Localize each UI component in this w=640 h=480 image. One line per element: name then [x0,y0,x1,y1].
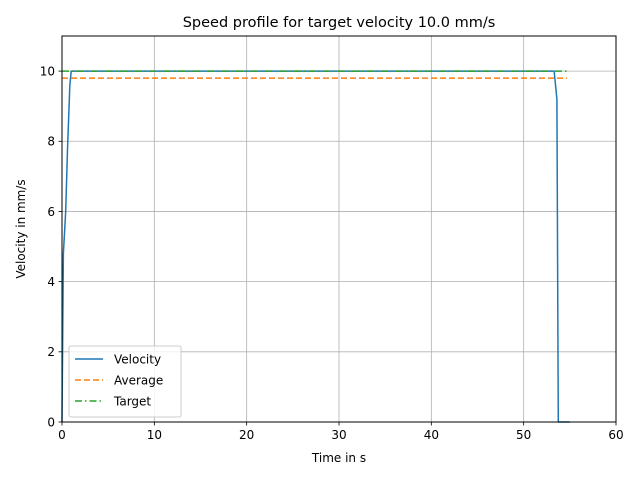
x-tick-label: 50 [516,428,531,442]
y-tick-label: 8 [47,135,55,149]
y-tick-label: 0 [47,415,55,429]
y-tick-label: 4 [47,275,55,289]
legend: Velocity Average Target [68,345,182,418]
y-tick-label: 2 [47,345,55,359]
series-line-velocity [61,70,570,423]
x-tick-label: 20 [239,428,254,442]
x-tick-label: 40 [424,428,439,442]
legend-label-average: Average [114,373,163,387]
y-tick-label: 10 [40,64,55,78]
x-axis-label: Time in s [311,451,366,465]
ticks: 0 10 20 30 40 50 60 0 2 4 6 8 10 [40,64,624,442]
legend-box [68,345,182,418]
x-tick-label: 0 [58,428,66,442]
y-tick-label: 6 [47,205,55,219]
x-tick-label: 60 [608,428,623,442]
x-tick-label: 10 [147,428,162,442]
legend-label-target: Target [113,394,151,408]
x-tick-label: 30 [331,428,346,442]
chart-title: Speed profile for target velocity 10.0 m… [183,15,496,31]
y-axis-label: Velocity in mm/s [14,179,28,278]
legend-label-velocity: Velocity [114,352,161,366]
series-layer [61,70,570,423]
